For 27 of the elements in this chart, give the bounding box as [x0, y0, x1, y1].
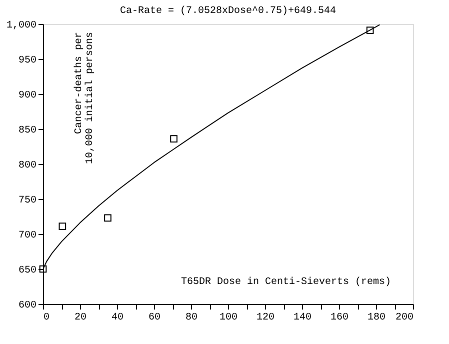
y-tick-label: 750	[18, 196, 36, 206]
y-tick-label: 850	[18, 126, 36, 136]
x-tick-label: 180	[367, 312, 386, 324]
x-tick-label: 0	[44, 312, 50, 324]
y-tick-label: 950	[18, 56, 36, 66]
point	[366, 26, 374, 34]
x-tick-label: 20	[74, 312, 87, 324]
x-tick-label: 40	[111, 312, 124, 324]
y-axis-title: Cancer-deaths per 10,000 initial persons	[73, 32, 96, 164]
point	[104, 214, 112, 222]
y-tick-label: 800	[18, 160, 36, 172]
y-tick-label: 900	[18, 90, 36, 102]
x-tick-label: 160	[330, 312, 349, 324]
x-tick-label: 100	[219, 312, 238, 324]
chart-title: Ca-Rate = (7.0528xDose^0.75)+649.544	[120, 5, 336, 17]
y-tick-label: 600	[18, 300, 36, 312]
y-tick-label: 650	[18, 266, 36, 276]
x-tick-label: 140	[293, 312, 312, 324]
x-tick-label: 80	[185, 312, 198, 324]
y-tick-label: 1,000	[6, 20, 36, 32]
x-tick-label: 200	[395, 312, 414, 324]
point	[170, 135, 178, 142]
x-axis-title: T65DR Dose in Centi-Sieverts (rems)	[180, 276, 391, 288]
point	[58, 222, 66, 230]
y-tick-label: 700	[18, 230, 36, 242]
x-tick-label: 60	[148, 312, 161, 324]
x-tick-label: 120	[256, 312, 275, 324]
